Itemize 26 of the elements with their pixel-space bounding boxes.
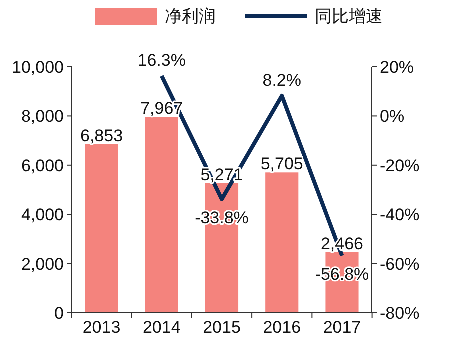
x-tick-label: 2015 — [203, 318, 241, 337]
y2-tick-label: 20% — [380, 58, 414, 77]
x-tick-label: 2017 — [323, 318, 362, 337]
y-tick-label: 4,000 — [21, 206, 64, 225]
bar — [145, 117, 178, 313]
y2-tick-label: -80% — [380, 304, 420, 323]
x-tick-label: 2014 — [142, 318, 181, 337]
y2-tick-label: -20% — [380, 156, 420, 176]
bar — [85, 144, 118, 313]
data-label: 8.2% — [262, 71, 302, 90]
y-tick-label: 0 — [54, 304, 64, 323]
data-label: 5,705 — [260, 154, 304, 174]
data-label: 6,853 — [80, 126, 124, 146]
bar — [266, 172, 299, 313]
y2-tick-label: -60% — [380, 254, 420, 274]
y-tick-label: 10,000 — [12, 58, 64, 77]
y-tick-label: 2,000 — [21, 254, 64, 274]
x-tick-label: 2016 — [263, 318, 302, 337]
y-tick-label: 8,000 — [21, 107, 64, 126]
y-tick-label: 6,000 — [21, 156, 64, 176]
data-label: 16.3% — [138, 51, 186, 70]
y2-tick-label: -40% — [380, 206, 420, 225]
legend-label: 净利润 — [165, 6, 216, 26]
x-tick-label: 2013 — [82, 318, 121, 337]
legend-label: 同比增速 — [315, 6, 383, 26]
y2-tick-label: 0% — [380, 107, 405, 126]
